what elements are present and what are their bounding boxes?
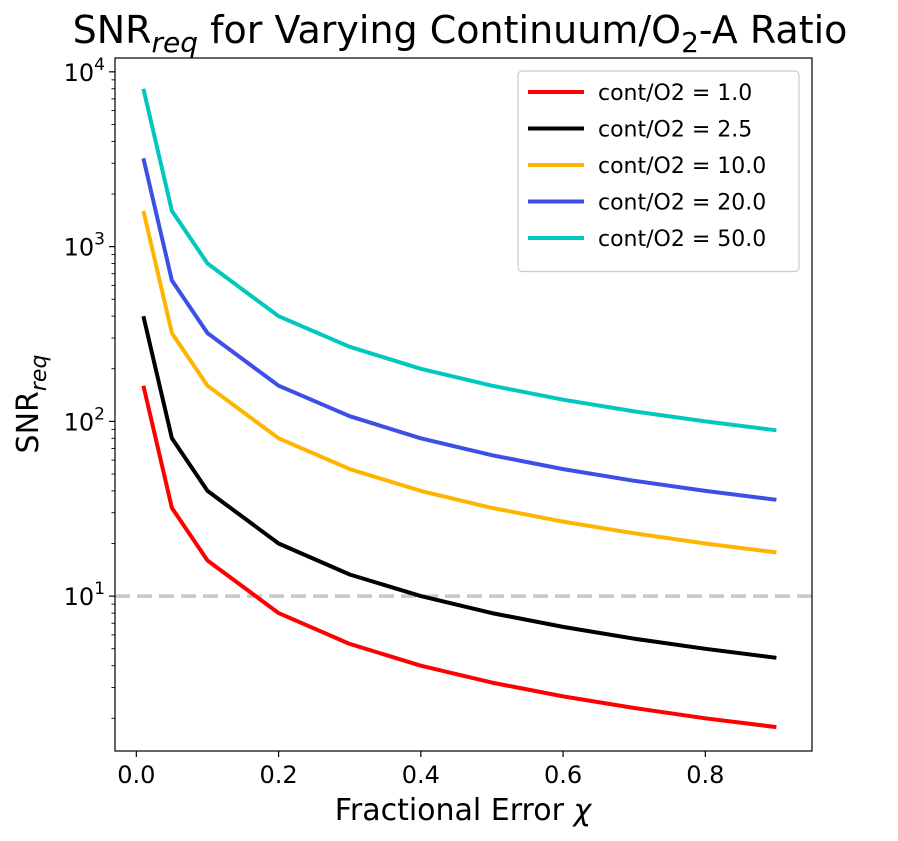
plot-area [114, 57, 813, 752]
x-tick-label: 0.2 [259, 761, 297, 789]
series-line-1 [141, 315, 777, 660]
series-line-2 [141, 210, 777, 555]
series-line-0 [141, 385, 777, 730]
x-axis-label: Fractional Error χ [335, 793, 593, 828]
y-tick-label: 104 [64, 55, 105, 87]
x-tick-label: 0.6 [544, 761, 582, 789]
legend-label-0: cont/O2 = 1.0 [598, 81, 752, 106]
legend: cont/O2 = 1.0 cont/O2 = 2.5 cont/O2 = 10.0… [517, 70, 800, 273]
series-line-3 [141, 157, 777, 502]
legend-box [517, 70, 800, 273]
y-tick-label: 103 [64, 230, 105, 262]
x-tick-label: 0.0 [117, 761, 155, 789]
chart-title: SNRreq for Varying Continuum/O2-A Ratio [73, 8, 848, 59]
y-tick-label: 102 [64, 404, 105, 436]
y-axis-label: SNRreq [11, 355, 52, 454]
series-line-4 [141, 88, 777, 433]
legend-label-4: cont/O2 = 50.0 [598, 227, 766, 252]
x-axis: 0.0 0.2 0.4 0.6 0.8 [117, 751, 724, 789]
plot-frame [114, 57, 813, 752]
legend-label-2: cont/O2 = 10.0 [598, 154, 766, 179]
y-tick-label: 101 [64, 579, 105, 611]
y-axis: 101 102 103 104 [64, 55, 115, 719]
x-tick-label: 0.4 [402, 761, 440, 789]
x-tick-label: 0.8 [686, 761, 724, 789]
legend-label-3: cont/O2 = 20.0 [598, 191, 766, 216]
legend-label-1: cont/O2 = 2.5 [598, 118, 752, 143]
